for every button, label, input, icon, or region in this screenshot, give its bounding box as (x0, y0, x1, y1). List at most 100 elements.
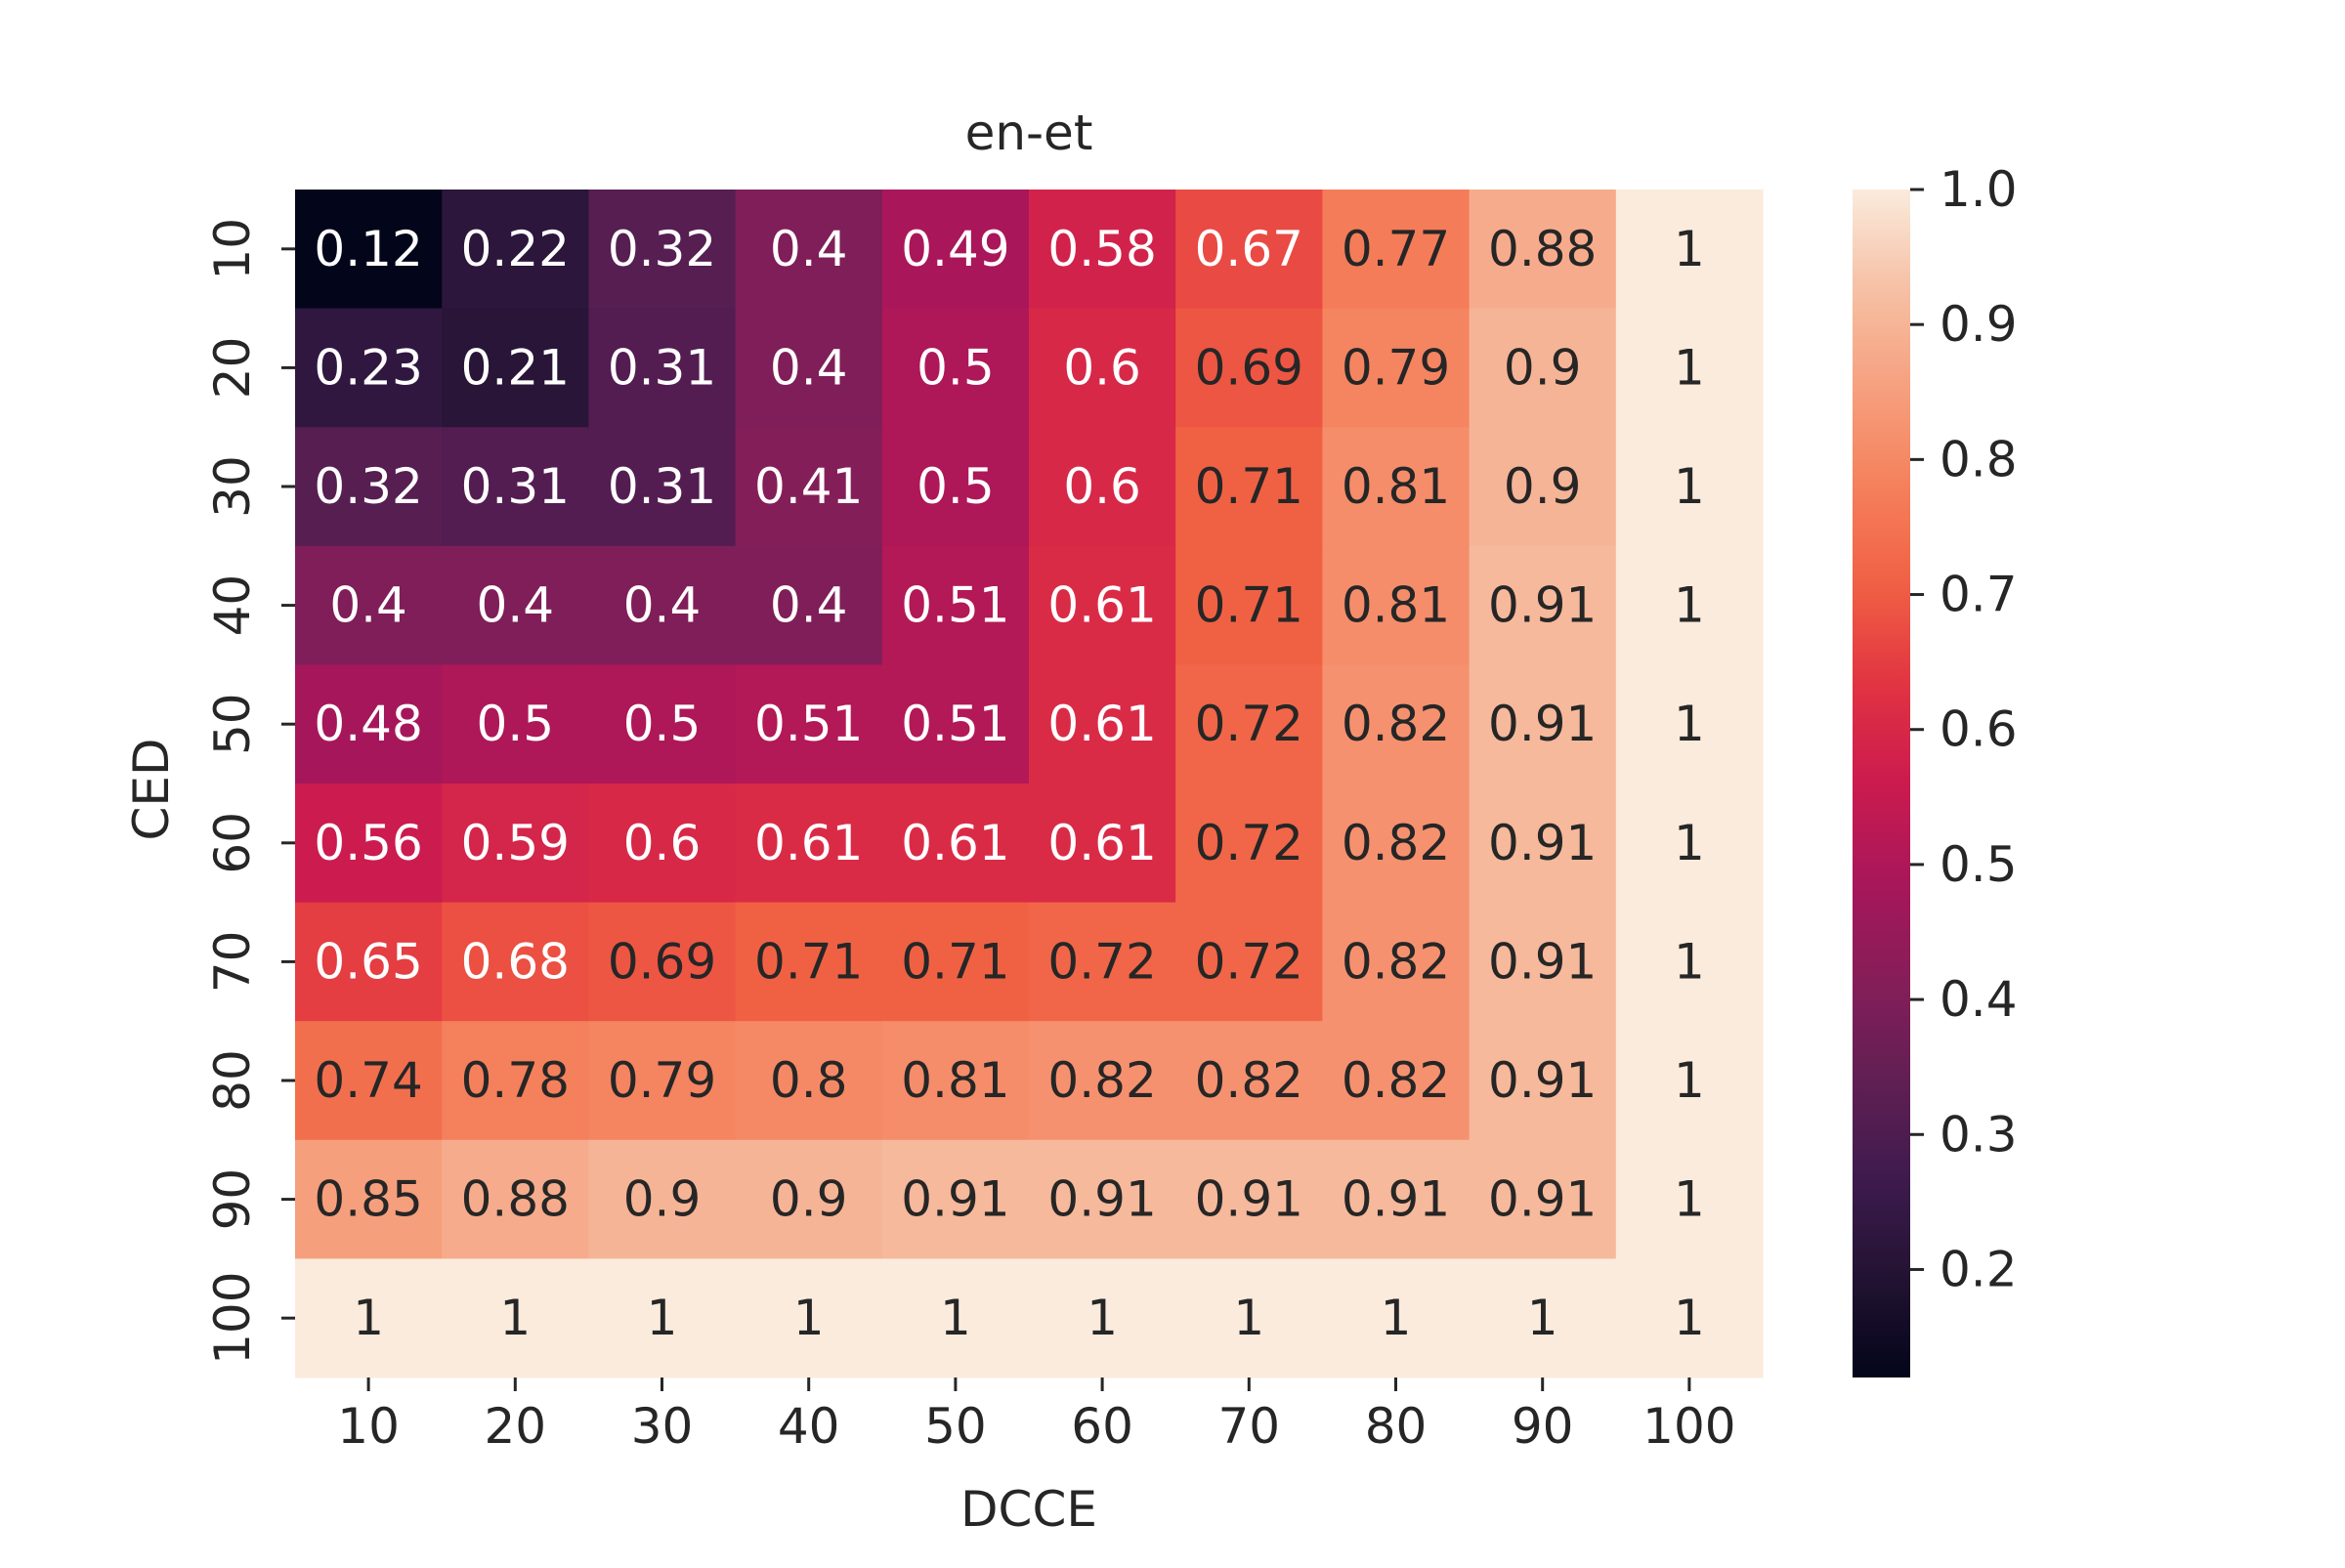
heatmap-cell-r5-c0 (295, 784, 443, 904)
cell-value-label-r8-c1: 0.88 (461, 1171, 570, 1228)
cell-value-label-r8-c3: 0.9 (770, 1171, 848, 1228)
heatmap-cell-r0-c5 (1029, 190, 1176, 310)
heatmap-cell-r1-c6 (1175, 308, 1323, 428)
heatmap-cell-r0-c8 (1469, 190, 1617, 310)
cell-value-label-r4-c5: 0.61 (1047, 696, 1156, 752)
heatmap-cell-r8-c8 (1469, 1139, 1617, 1259)
heatmap-cell-r2-c7 (1322, 427, 1471, 547)
cell-value-label-r1-c8: 0.9 (1504, 339, 1582, 396)
heatmap-cell-r6-c0 (295, 902, 443, 1022)
heatmap-cell-r9-c1 (442, 1258, 589, 1378)
heatmap-cell-r8-c0 (295, 1139, 443, 1259)
cell-value-label-r8-c9: 1 (1674, 1171, 1705, 1228)
cell-value-label-r7-c7: 0.82 (1342, 1052, 1450, 1109)
heatmap-cell-r0-c4 (881, 190, 1030, 310)
y-tick-label-20: 20 (204, 337, 261, 400)
colorbar-tick-label-0.3: 0.3 (1940, 1106, 2018, 1163)
heatmap-cell-r8-c2 (588, 1139, 737, 1259)
colorbar-tick-label-0.7: 0.7 (1940, 567, 2018, 623)
cell-value-label-r2-c3: 0.41 (754, 458, 863, 515)
cell-value-label-r6-c4: 0.71 (901, 933, 1009, 990)
cell-value-label-r3-c6: 0.71 (1195, 577, 1303, 634)
cell-value-label-r2-c2: 0.31 (608, 458, 716, 515)
cell-value-label-r4-c6: 0.72 (1195, 696, 1303, 752)
heatmap-cell-r7-c9 (1615, 1021, 1764, 1141)
cell-value-label-r3-c3: 0.4 (770, 577, 848, 634)
heatmap-cell-r7-c5 (1029, 1021, 1176, 1141)
cell-value-label-r4-c8: 0.91 (1488, 696, 1597, 752)
heatmap-cell-r7-c0 (295, 1021, 443, 1141)
heatmap-cell-r6-c3 (735, 902, 883, 1022)
cell-value-label-r9-c3: 1 (793, 1290, 825, 1346)
heatmap-cell-r5-c4 (881, 784, 1030, 904)
colorbar-gradient (1853, 190, 1910, 1377)
x-tick-label-90: 90 (1512, 1398, 1574, 1455)
colorbar-tick-label-0.5: 0.5 (1940, 836, 2018, 893)
cell-value-label-r0-c2: 0.32 (608, 221, 716, 277)
y-tick-label-70: 70 (204, 931, 261, 994)
x-tick-label-30: 30 (631, 1398, 694, 1455)
x-tick-label-100: 100 (1642, 1398, 1735, 1455)
cell-value-label-r7-c4: 0.81 (901, 1052, 1009, 1109)
heatmap-cell-r1-c9 (1615, 308, 1764, 428)
cell-value-label-r2-c5: 0.6 (1063, 458, 1141, 515)
cell-value-label-r2-c8: 0.9 (1504, 458, 1582, 515)
cell-value-label-r3-c9: 1 (1674, 577, 1705, 634)
cell-value-label-r3-c2: 0.4 (623, 577, 702, 634)
cell-value-label-r7-c9: 1 (1674, 1052, 1705, 1109)
cell-value-label-r7-c2: 0.79 (608, 1052, 716, 1109)
heatmap-cell-r2-c0 (295, 427, 443, 547)
heatmap-cell-r2-c4 (881, 427, 1030, 547)
heatmap-cell-r9-c9 (1615, 1258, 1764, 1378)
cell-value-label-r6-c7: 0.82 (1342, 933, 1450, 990)
heatmap-cell-r6-c4 (881, 902, 1030, 1022)
cell-value-label-r1-c5: 0.6 (1063, 339, 1141, 396)
heatmap-cell-r8-c4 (881, 1139, 1030, 1259)
cell-value-label-r2-c0: 0.32 (314, 458, 422, 515)
heatmap-cell-r5-c6 (1175, 784, 1323, 904)
heatmap-cell-r3-c4 (881, 545, 1030, 665)
y-tick-label-50: 50 (204, 693, 261, 755)
cell-value-label-r2-c9: 1 (1674, 458, 1705, 515)
heatmap-cell-r3-c6 (1175, 545, 1323, 665)
heatmap-cell-r8-c9 (1615, 1139, 1764, 1259)
cell-value-label-r1-c4: 0.5 (917, 339, 995, 396)
heatmap-cell-r9-c2 (588, 1258, 737, 1378)
cell-value-label-r8-c4: 0.91 (901, 1171, 1009, 1228)
heatmap-cell-labels: 0.12 0.22 0.32 0.4 0.49 0.58 0.67 0.77 0.88 1 0.23… (314, 221, 1704, 1346)
heatmap-cell-r1-c0 (295, 308, 443, 428)
heatmap-cell-r5-c7 (1322, 784, 1471, 904)
x-tick-label-50: 50 (924, 1398, 987, 1455)
heatmap-cell-r4-c3 (735, 664, 883, 784)
cell-value-label-r4-c9: 1 (1674, 696, 1705, 752)
heatmap-cell-r0-c7 (1322, 190, 1471, 310)
cell-value-label-r6-c1: 0.68 (461, 933, 570, 990)
heatmap-cell-r9-c5 (1029, 1258, 1176, 1378)
cell-value-label-r9-c4: 1 (940, 1290, 971, 1346)
heatmap-cell-r2-c8 (1469, 427, 1617, 547)
cell-value-label-r6-c9: 1 (1674, 933, 1705, 990)
x-axis-label: DCCE (960, 1481, 1097, 1538)
heatmap-cell-r9-c7 (1322, 1258, 1471, 1378)
heatmap-cell-r2-c3 (735, 427, 883, 547)
cell-value-label-r8-c0: 0.85 (314, 1171, 422, 1228)
heatmap-cell-r6-c1 (442, 902, 589, 1022)
heatmap-cell-r5-c2 (588, 784, 737, 904)
heatmap-cell-r6-c2 (588, 902, 737, 1022)
y-tick-label-40: 40 (204, 574, 261, 637)
heatmap-cell-r7-c1 (442, 1021, 589, 1141)
heatmap-cell-r6-c8 (1469, 902, 1617, 1022)
heatmap-cells (295, 190, 1764, 1378)
heatmap-cell-r4-c8 (1469, 664, 1617, 784)
colorbar-tick-label-0.6: 0.6 (1940, 701, 2018, 758)
cell-value-label-r1-c6: 0.69 (1195, 339, 1303, 396)
cell-value-label-r3-c0: 0.4 (329, 577, 407, 634)
x-tick-label-20: 20 (484, 1398, 546, 1455)
cell-value-label-r0-c9: 1 (1674, 221, 1705, 277)
cell-value-label-r6-c5: 0.72 (1047, 933, 1156, 990)
cell-value-label-r5-c9: 1 (1674, 815, 1705, 871)
heatmap-cell-r8-c3 (735, 1139, 883, 1259)
heatmap-cell-r8-c7 (1322, 1139, 1471, 1259)
x-tick-label-40: 40 (778, 1398, 840, 1455)
heatmap-cell-r3-c8 (1469, 545, 1617, 665)
